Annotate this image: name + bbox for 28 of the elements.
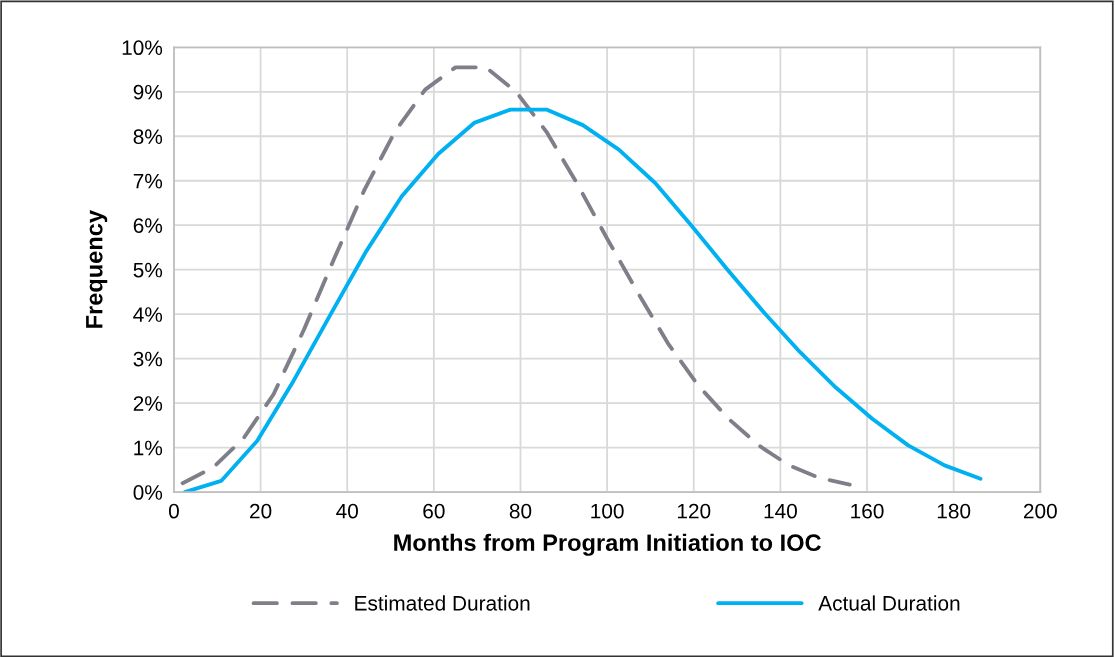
y-tick-label: 1% xyxy=(134,440,163,456)
x-tick-label: 180 xyxy=(937,503,971,519)
y-tick-label: 3% xyxy=(133,351,163,367)
x-tick-label: 60 xyxy=(423,503,445,519)
y-tick-label: 4% xyxy=(133,307,163,322)
line-series xyxy=(180,65,852,487)
x-tick-label: 200 xyxy=(1023,503,1057,519)
y-tick-label: 2% xyxy=(133,396,163,411)
y-tick-label: 6% xyxy=(133,218,163,233)
y-tick-label: 9% xyxy=(133,84,163,100)
legend-label: Estimated Duration xyxy=(355,595,530,611)
x-tick-label: 0 xyxy=(168,503,179,519)
x-tick-label: 160 xyxy=(851,503,884,519)
x-axis-title: Months from Program Initiation to IOC xyxy=(394,533,821,556)
x-tick-label: 100 xyxy=(591,503,624,519)
y-tick-label: 0% xyxy=(133,485,163,500)
y-axis-title: Frequency xyxy=(86,210,108,328)
x-tick-label: 40 xyxy=(336,503,358,519)
legend-label: Actual Duration xyxy=(818,595,960,611)
x-tick-label: 120 xyxy=(677,503,711,519)
x-tick-label: 80 xyxy=(509,503,532,519)
x-tick-label: 140 xyxy=(764,503,797,519)
y-tick-label: 5% xyxy=(133,262,163,278)
y-tick-label: 8% xyxy=(133,129,163,145)
y-tick-label: 10% xyxy=(122,40,163,56)
line-series xyxy=(182,107,983,493)
y-tick-label: 7% xyxy=(133,173,163,189)
x-tick-label: 20 xyxy=(250,503,272,519)
